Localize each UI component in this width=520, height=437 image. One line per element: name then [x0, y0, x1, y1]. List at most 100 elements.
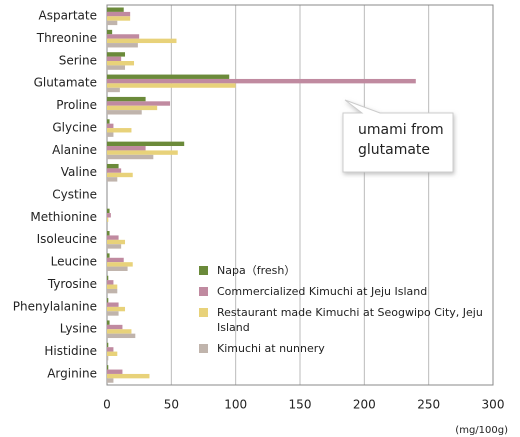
- bar: [107, 20, 118, 26]
- bar: [107, 365, 109, 370]
- bar: [107, 298, 109, 303]
- x-tick-label: 100: [224, 398, 247, 412]
- y-tick-label: Phenylalanine: [13, 299, 97, 313]
- annotation: umami from glutamate: [358, 122, 444, 158]
- bar: [107, 373, 150, 379]
- bar: [107, 329, 132, 334]
- bar: [107, 43, 138, 48]
- bar: [107, 105, 158, 111]
- y-tick-label: Glycine: [52, 120, 97, 134]
- y-tick-label: Histidine: [44, 344, 97, 358]
- bar: [107, 78, 416, 84]
- y-tick-label: Threonine: [36, 31, 97, 45]
- bar: [107, 146, 146, 151]
- y-tick-label: Isoleucine: [37, 232, 97, 246]
- legend-label: Restaurant made Kimuchi at Seogwipo City…: [217, 306, 483, 334]
- bar: [107, 96, 146, 102]
- bar: [107, 369, 123, 374]
- bar: [107, 333, 136, 339]
- y-tick-label: Methionine: [30, 210, 97, 224]
- bar: [107, 284, 118, 289]
- y-tick-label: Leucine: [51, 255, 97, 269]
- y-tick-label: Arginine: [47, 366, 97, 380]
- bar: [107, 163, 119, 169]
- bar: [107, 172, 133, 178]
- bar: [107, 38, 177, 44]
- bar: [107, 306, 126, 312]
- x-tick-label: 0: [103, 398, 111, 412]
- bar: [107, 119, 110, 124]
- bar: [107, 110, 142, 115]
- bar: [107, 29, 113, 35]
- bar: [107, 257, 124, 263]
- y-tick-label: Tyrosine: [47, 277, 97, 291]
- bar: [107, 123, 114, 129]
- bar: [107, 288, 118, 294]
- legend-label: Napa（fresh）: [217, 264, 296, 277]
- callout-box: [342, 99, 454, 173]
- y-tick-label: Aspartate: [38, 9, 97, 23]
- bar: [107, 311, 119, 316]
- y-tick-label: Proline: [56, 98, 97, 112]
- x-tick-label: 200: [353, 398, 376, 412]
- bar: [107, 132, 114, 137]
- bar: [107, 253, 110, 258]
- bar: [107, 342, 109, 348]
- unit-label: (mg/100g): [455, 425, 508, 436]
- bar: [107, 168, 122, 173]
- bar: [107, 262, 133, 267]
- bar: [107, 213, 111, 218]
- bar: [107, 275, 109, 281]
- x-tick-label: 150: [289, 398, 312, 412]
- bar: [107, 34, 140, 39]
- x-tick-label: 250: [417, 398, 440, 412]
- bar: [107, 280, 114, 285]
- legend-swatch: [199, 344, 208, 353]
- y-tick-label: Lysine: [60, 322, 97, 336]
- y-tick-label: Glutamate: [34, 76, 97, 90]
- bar: [107, 239, 126, 245]
- bar: [107, 141, 185, 147]
- bar: [107, 150, 178, 155]
- y-tick-label: Valine: [61, 165, 97, 179]
- bar: [107, 177, 118, 182]
- bar: [107, 87, 120, 93]
- bar: [107, 231, 110, 236]
- y-tick-label: Alanine: [52, 143, 97, 157]
- bar: [107, 324, 123, 330]
- bar: [107, 65, 126, 70]
- y-tick-label: Cystine: [52, 188, 97, 202]
- bar: [107, 11, 131, 17]
- x-tick-label: 50: [164, 398, 179, 412]
- plot-frame: [106, 4, 494, 386]
- legend-label: Commercialized Kimuchi at Jeju Island: [217, 285, 428, 298]
- bar: [107, 217, 109, 222]
- bar: [107, 244, 122, 249]
- x-tick-label: 300: [482, 398, 505, 412]
- bar: [107, 302, 119, 307]
- bar: [107, 7, 124, 12]
- y-tick-label: Serine: [59, 53, 97, 67]
- bar: [107, 378, 114, 383]
- bar: [107, 52, 126, 57]
- bar: [107, 83, 236, 88]
- bar: [107, 355, 109, 361]
- bar: [107, 351, 118, 356]
- bar: [107, 266, 128, 271]
- plot: 0 50 100 150 200 250 300 (mg/100g) Aspartate Thre…: [13, 4, 508, 436]
- legend-swatch: [199, 266, 208, 275]
- bar: [107, 154, 154, 160]
- legend-swatch: [199, 287, 208, 296]
- bar: [107, 101, 171, 106]
- legend-label: Kimuchi at nunnery: [217, 342, 325, 355]
- bar: [107, 61, 135, 66]
- bar: [107, 56, 122, 62]
- bar: [107, 208, 110, 214]
- legend-swatch: [199, 308, 208, 317]
- bar: [107, 235, 119, 240]
- bar: [107, 16, 131, 21]
- bar: [107, 347, 114, 352]
- bar: [107, 320, 110, 325]
